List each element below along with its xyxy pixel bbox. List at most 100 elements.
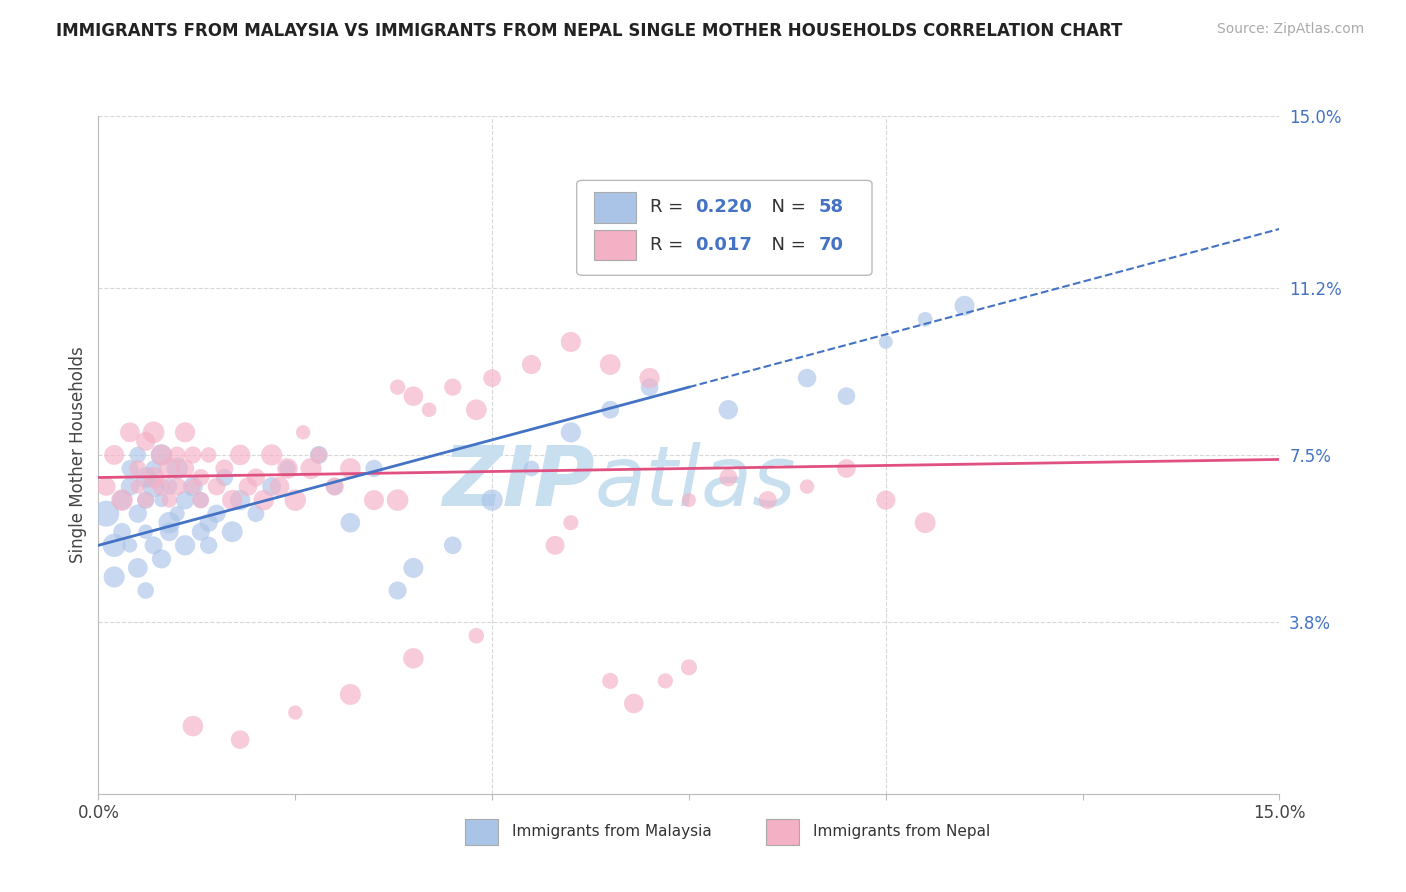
Point — [118, 461, 141, 475]
Point — [387, 380, 409, 394]
Y-axis label: Single Mother Households: Single Mother Households — [69, 347, 87, 563]
Point — [599, 402, 621, 417]
Point — [197, 516, 219, 530]
Point — [157, 461, 180, 475]
Point — [96, 507, 118, 521]
Point — [142, 470, 165, 484]
Point — [678, 493, 700, 508]
Point — [717, 470, 740, 484]
Point — [269, 479, 291, 493]
Point — [166, 479, 188, 493]
Point — [418, 402, 440, 417]
Point — [174, 425, 197, 440]
Point — [135, 583, 157, 598]
Point — [339, 461, 361, 475]
Point — [756, 493, 779, 508]
Point — [323, 479, 346, 493]
Point — [174, 461, 197, 475]
Point — [229, 493, 252, 508]
Text: N =: N = — [759, 199, 811, 217]
Point — [127, 479, 149, 493]
Point — [253, 493, 276, 508]
Point — [560, 334, 582, 349]
Point — [118, 538, 141, 552]
Text: Immigrants from Malaysia: Immigrants from Malaysia — [512, 824, 711, 839]
Point — [560, 516, 582, 530]
Point — [465, 629, 488, 643]
Point — [166, 448, 188, 462]
Point — [127, 461, 149, 475]
FancyBboxPatch shape — [766, 819, 799, 845]
Point — [181, 479, 204, 493]
Point — [465, 402, 488, 417]
Point — [623, 697, 645, 711]
Point — [441, 380, 464, 394]
Point — [276, 461, 298, 475]
Point — [560, 425, 582, 440]
Point — [190, 493, 212, 508]
Point — [157, 493, 180, 508]
Point — [245, 470, 267, 484]
Point — [402, 389, 425, 403]
Point — [135, 434, 157, 449]
Point — [127, 448, 149, 462]
Point — [292, 425, 315, 440]
Point — [402, 651, 425, 665]
Point — [111, 524, 134, 539]
Text: 70: 70 — [818, 235, 844, 253]
Text: 0.220: 0.220 — [695, 199, 752, 217]
FancyBboxPatch shape — [595, 229, 636, 260]
Text: R =: R = — [650, 235, 689, 253]
Point — [157, 479, 180, 493]
Point — [914, 516, 936, 530]
Point — [103, 538, 125, 552]
Point — [127, 561, 149, 575]
Point — [654, 673, 676, 688]
Point — [157, 516, 180, 530]
Point — [103, 448, 125, 462]
Point — [796, 371, 818, 385]
FancyBboxPatch shape — [595, 193, 636, 223]
Point — [441, 538, 464, 552]
Point — [599, 358, 621, 372]
Point — [308, 448, 330, 462]
Point — [481, 493, 503, 508]
Point — [181, 479, 204, 493]
Point — [150, 448, 173, 462]
Point — [205, 507, 228, 521]
Point — [197, 538, 219, 552]
Point — [135, 493, 157, 508]
Text: Immigrants from Nepal: Immigrants from Nepal — [813, 824, 990, 839]
Point — [914, 312, 936, 326]
Point — [103, 570, 125, 584]
Point — [205, 479, 228, 493]
Point — [544, 538, 567, 552]
Point — [150, 552, 173, 566]
Point — [135, 524, 157, 539]
Point — [245, 507, 267, 521]
Point — [166, 461, 188, 475]
Point — [190, 493, 212, 508]
Point — [174, 538, 197, 552]
Point — [135, 470, 157, 484]
Point — [127, 507, 149, 521]
Point — [118, 479, 141, 493]
Point — [157, 524, 180, 539]
Point — [142, 538, 165, 552]
Point — [214, 470, 236, 484]
Point — [363, 493, 385, 508]
Point — [260, 448, 283, 462]
Point — [284, 706, 307, 720]
Point — [323, 479, 346, 493]
Point — [299, 461, 322, 475]
Point — [308, 448, 330, 462]
Point — [197, 448, 219, 462]
Point — [111, 493, 134, 508]
Point — [142, 479, 165, 493]
Point — [276, 461, 298, 475]
Point — [339, 516, 361, 530]
FancyBboxPatch shape — [576, 180, 872, 276]
Point — [229, 732, 252, 747]
Point — [150, 493, 173, 508]
Point — [150, 448, 173, 462]
